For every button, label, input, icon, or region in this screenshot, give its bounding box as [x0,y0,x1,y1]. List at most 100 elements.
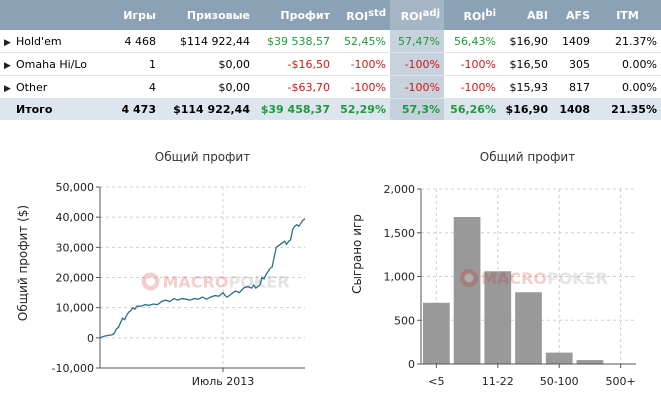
cell-profit: $39 538,57 [254,30,334,53]
bar-<5 [423,302,450,364]
stats-table: Игры Призовые Профит ROIstd ROIadj ROIbi… [0,0,661,120]
y-tick-label: 0 [87,332,94,345]
line-chart-y-ticks: 50,000 40,000 30,000 20,000 10,000 0 -10,000 [52,181,100,375]
cell-prizes: $0,00 [160,75,254,99]
table-header-row: Игры Призовые Профит ROIstd ROIadj ROIbi… [0,0,661,30]
cell-roi-adj: 57,47% [390,30,444,53]
roi-adj-label: ROI [400,9,423,23]
bar-chart-y-axis-label: Сыграно игр [350,214,364,294]
expand-arrow-icon[interactable]: ▶ [4,83,11,94]
line-chart-y-axis-label: Общий профит ($) [16,205,30,321]
roi-adj-sup: adj [422,7,440,19]
col-header-itm[interactable]: ITM [594,0,661,30]
y-tick-label: 2,000 [384,183,416,196]
row-name: Hold'em [16,34,62,48]
cell-abi: $16,50 [500,52,552,76]
roi-bi-label: ROI [463,9,486,23]
col-header-games[interactable]: Игры [110,0,160,30]
watermark-logo: MACROPOKER [460,269,608,288]
cell-itm: 0.00% [594,75,661,99]
col-header-name [0,0,110,30]
y-tick-label: 30,000 [56,241,95,254]
bar-5-11 [453,217,481,364]
cell-itm: 21.37% [594,30,661,53]
cell-profit: -$16,50 [254,52,334,76]
cell-roi-adj: -100% [390,52,444,76]
total-afs: 1408 [552,98,594,120]
row-name: Other [16,80,48,94]
total-prizes: $114 922,44 [160,98,254,120]
expand-arrow-icon[interactable]: ▶ [4,60,11,71]
bar-chart-x-ticks: <5 11-22 50-100 500+ [428,364,636,388]
cell-roi-bi: 56,43% [444,30,500,53]
watermark-text: MACROPOKER [163,273,290,292]
cell-afs: 817 [552,75,594,99]
cell-prizes: $114 922,44 [160,30,254,53]
cell-abi: $16,90 [500,30,552,53]
col-header-abi[interactable]: ABI [500,0,552,30]
cell-games: 4 468 [110,30,160,53]
table-row-other[interactable]: ▶ Other 4 $0,00 -$63,70 -100% -100% -100%… [0,75,661,99]
cell-afs: 305 [552,52,594,76]
col-header-roi-bi[interactable]: ROIbi [444,0,500,30]
col-header-prizes[interactable]: Призовые [160,0,254,30]
cell-roi-std: -100% [334,75,390,99]
bar-50-100 [545,352,573,364]
cell-games: 4 [110,75,160,99]
roi-bi-sup: bi [485,7,496,19]
y-tick-label: 500 [394,314,415,327]
col-header-afs[interactable]: AFS [552,0,594,30]
cell-roi-std: 52,45% [334,30,390,53]
row-name-cell[interactable]: ▶ Omaha Hi/Lo [0,52,110,76]
y-tick-label: 1,500 [384,227,416,240]
total-profit: $39 458,37 [254,98,334,120]
roi-std-label: ROI [346,9,369,23]
watermark-logo: MACROPOKER [141,272,290,292]
profit-line-chart: MACROPOKER 50,000 40,000 30,000 20,000 10,00… [16,181,306,388]
cell-games: 1 [110,52,160,76]
col-header-profit[interactable]: Профит [254,0,334,30]
x-tick-label: <5 [428,375,444,388]
y-tick-label: 20,000 [56,272,95,285]
bar-chart-watermark: MACROPOKER [460,269,608,288]
expand-arrow-icon[interactable]: ▶ [4,37,11,48]
total-itm: 21.35% [594,98,661,120]
x-tick-label: Июль 2013 [192,375,255,388]
y-tick-label: 50,000 [56,181,95,194]
cell-roi-bi: -100% [444,75,500,99]
table-row-omaha[interactable]: ▶ Omaha Hi/Lo 1 $0,00 -$16,50 -100% -100%… [0,52,661,76]
bar-chart-bars [423,217,604,364]
y-tick-label: 0 [408,358,415,371]
cell-prizes: $0,00 [160,52,254,76]
table-row-total: Итого 4 473 $114 922,44 $39 458,37 52,29… [0,98,661,120]
row-name-cell[interactable]: ▶ Hold'em [0,30,110,53]
cell-afs: 1409 [552,30,594,53]
total-roi-std: 52,29% [334,98,390,120]
cell-abi: $15,93 [500,75,552,99]
cell-roi-std: -100% [334,52,390,76]
table-row-holdem[interactable]: ▶ Hold'em 4 468 $114 922,44 $39 538,57 52… [0,30,661,53]
col-header-roi-std[interactable]: ROIstd [334,0,390,30]
bar-11-22 [484,271,512,364]
x-tick-label: 500+ [606,375,636,388]
line-chart-x-ticks: Июль 2013 [192,368,255,388]
cell-roi-adj: -100% [390,75,444,99]
bar-chart-y-ticks: 2,000 1,500 1,000 500 0 [384,183,421,371]
total-name: Итого [0,98,110,120]
total-games: 4 473 [110,98,160,120]
y-tick-label: 10,000 [56,302,95,315]
y-tick-label: 1,000 [384,271,416,284]
profit-chart-title: Общий профит [154,150,251,164]
y-tick-label: -10,000 [52,362,94,375]
x-tick-label: 11-22 [482,375,514,388]
total-abi: $16,90 [500,98,552,120]
bar-100-500 [576,360,604,364]
col-header-roi-adj[interactable]: ROIadj [390,0,444,30]
games-bar-chart: MACROPOKER 2,000 1,500 1,000 500 0 <5 11-22 50… [350,183,636,388]
row-name-cell[interactable]: ▶ Other [0,75,110,99]
y-tick-label: 40,000 [56,211,95,224]
x-tick-label: 50-100 [540,375,579,388]
cell-roi-bi: -100% [444,52,500,76]
row-name: Omaha Hi/Lo [16,57,88,71]
cell-itm: 0.00% [594,52,661,76]
